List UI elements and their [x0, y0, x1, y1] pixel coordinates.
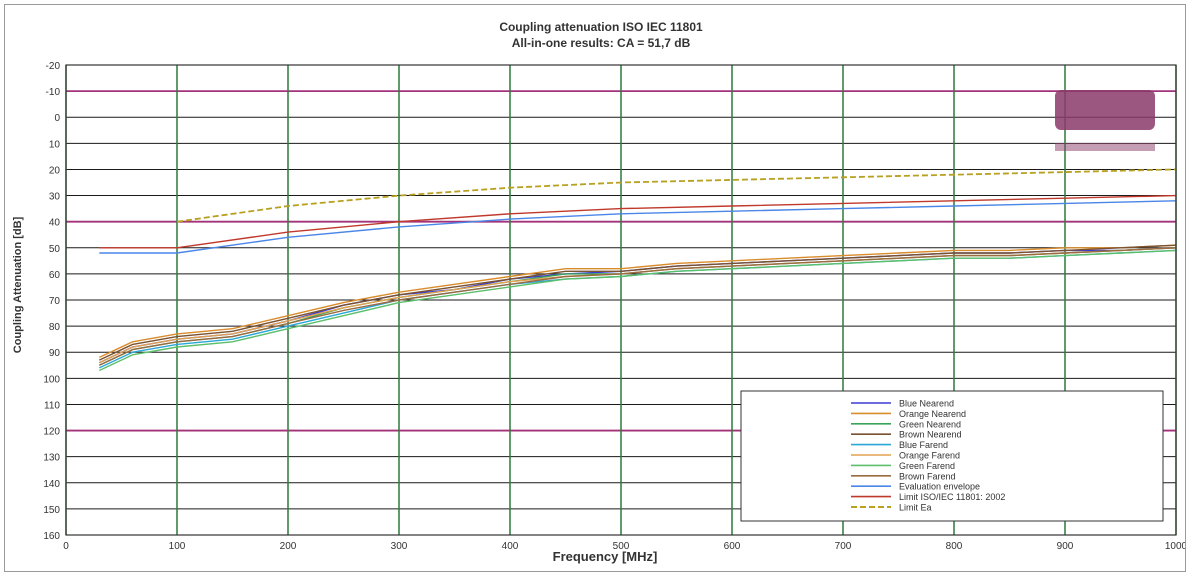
- legend-box: [740, 390, 1164, 522]
- x-tick-label: 900: [1057, 541, 1074, 552]
- y-tick-label: 120: [43, 427, 60, 438]
- y-tick-label: 150: [43, 505, 60, 516]
- series-line-orange-farend: [99, 247, 1177, 364]
- series-line-limit-iso-iec-11801-2002: [99, 194, 1177, 249]
- y-tick-label: -10: [46, 87, 61, 98]
- legend-entry: Blue Nearend: [899, 399, 954, 409]
- legend-entry: Evaluation envelope: [899, 482, 980, 492]
- series-line-blue-farend: [99, 249, 1177, 369]
- x-axis-label: Frequency [MHz]: [553, 549, 658, 564]
- series-line-green-nearend: [99, 247, 1177, 366]
- y-tick-label: 40: [49, 218, 61, 229]
- legend-entry: Green Nearend: [899, 419, 961, 429]
- series-line-blue-nearend: [99, 247, 1177, 364]
- series-line-evaluation-envelope: [99, 200, 1177, 254]
- legend-entry: Brown Nearend: [899, 430, 962, 440]
- logo-underline: [1055, 143, 1155, 151]
- legend-entry: Limit ISO/IEC 11801: 2002: [899, 492, 1005, 502]
- legend-entry: Orange Farend: [899, 451, 960, 461]
- series-line-brown-nearend: [99, 244, 1177, 361]
- logo: [1055, 90, 1155, 151]
- legend-entry: Limit Ea: [899, 503, 932, 513]
- y-tick-label: 20: [49, 165, 61, 176]
- y-axis-label: Coupling Attenuation [dB]: [12, 216, 24, 353]
- legend-entry: Orange Nearend: [899, 409, 966, 419]
- x-tick-label: 300: [391, 541, 408, 552]
- legend-entry: Green Farend: [899, 461, 955, 471]
- x-tick-label: 600: [724, 541, 741, 552]
- x-tick-label: 800: [946, 541, 963, 552]
- y-tick-label: 60: [49, 270, 61, 281]
- y-tick-label: 0: [54, 113, 60, 124]
- y-tick-label: 10: [49, 139, 61, 150]
- series-line-green-farend: [99, 249, 1177, 372]
- y-tick-label: -20: [46, 61, 61, 72]
- y-tick-label: 110: [44, 400, 60, 411]
- series-line-limit-ea: [176, 168, 1177, 223]
- x-tick-label: 1000: [1165, 541, 1185, 552]
- y-tick-labels: -20 -10 0 10 20 30 40 50 60 70 80 90 100 110 120 130 140…: [43, 61, 60, 542]
- y-tick-label: 140: [43, 479, 60, 490]
- y-tick-label: 90: [49, 348, 61, 359]
- legend-entry: Blue Farend: [899, 440, 948, 450]
- legend-entry: Brown Farend: [899, 471, 956, 481]
- x-tick-label: 700: [835, 541, 852, 552]
- chart-frame: Coupling attenuation ISO IEC 11801 All-i…: [4, 4, 1188, 572]
- chart-title: Coupling attenuation ISO IEC 11801: [499, 20, 703, 34]
- series-group: [99, 168, 1177, 372]
- x-tick-label: 200: [280, 541, 297, 552]
- chart-svg: Coupling attenuation ISO IEC 11801 All-i…: [12, 20, 1188, 564]
- logo-badge: [1055, 90, 1155, 130]
- series-line-orange-nearend: [99, 244, 1177, 359]
- plot-border: [65, 64, 1177, 536]
- x-tick-label: 400: [502, 541, 519, 552]
- y-tick-label: 100: [43, 374, 60, 385]
- y-tick-label: 160: [43, 531, 60, 542]
- y-tick-label: 50: [49, 244, 61, 255]
- y-tick-label: 130: [43, 453, 60, 464]
- y-tick-label: 80: [49, 322, 61, 333]
- x-tick-labels: 0 100 200 300 400 500 600 700 800 900 1000: [63, 541, 1187, 552]
- x-tick-label: 500: [613, 541, 630, 552]
- chart-subtitle: All-in-one results: CA = 51,7 dB: [512, 36, 691, 50]
- y-tick-label: 70: [49, 296, 61, 307]
- x-tick-label: 100: [169, 541, 186, 552]
- y-tick-label: 30: [49, 192, 61, 203]
- x-tick-label: 0: [63, 541, 69, 552]
- series-line-brown-farend: [99, 247, 1177, 366]
